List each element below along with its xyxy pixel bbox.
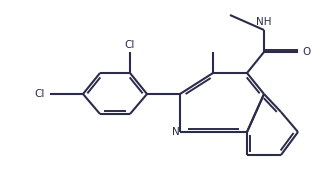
Text: N: N xyxy=(172,127,180,137)
Text: Cl: Cl xyxy=(125,40,135,50)
Text: NH: NH xyxy=(256,17,272,27)
Text: Cl: Cl xyxy=(35,89,45,99)
Text: O: O xyxy=(302,47,310,57)
